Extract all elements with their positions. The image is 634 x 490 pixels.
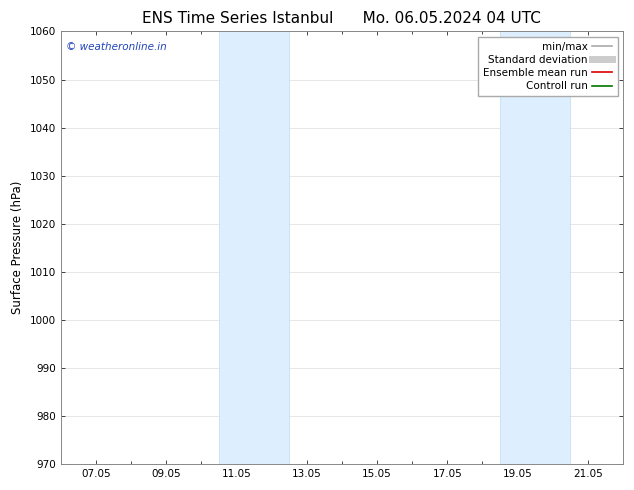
Text: © weatheronline.in: © weatheronline.in — [67, 42, 167, 52]
Y-axis label: Surface Pressure (hPa): Surface Pressure (hPa) — [11, 181, 24, 315]
Title: ENS Time Series Istanbul      Mo. 06.05.2024 04 UTC: ENS Time Series Istanbul Mo. 06.05.2024 … — [143, 11, 541, 26]
Bar — [219, 31, 289, 464]
Bar — [500, 31, 570, 464]
Legend: min/max, Standard deviation, Ensemble mean run, Controll run: min/max, Standard deviation, Ensemble me… — [477, 37, 618, 97]
